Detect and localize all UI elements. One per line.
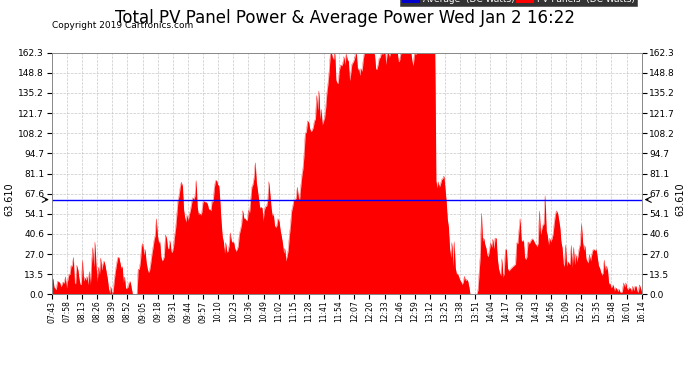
Legend: Average  (DC Watts), PV Panels  (DC Watts): Average (DC Watts), PV Panels (DC Watts) [400, 0, 637, 6]
Text: Copyright 2019 Cartronics.com: Copyright 2019 Cartronics.com [52, 21, 193, 30]
Text: Total PV Panel Power & Average Power Wed Jan 2 16:22: Total PV Panel Power & Average Power Wed… [115, 9, 575, 27]
Text: 63.610: 63.610 [4, 183, 14, 216]
Text: 63.610: 63.610 [675, 183, 685, 216]
